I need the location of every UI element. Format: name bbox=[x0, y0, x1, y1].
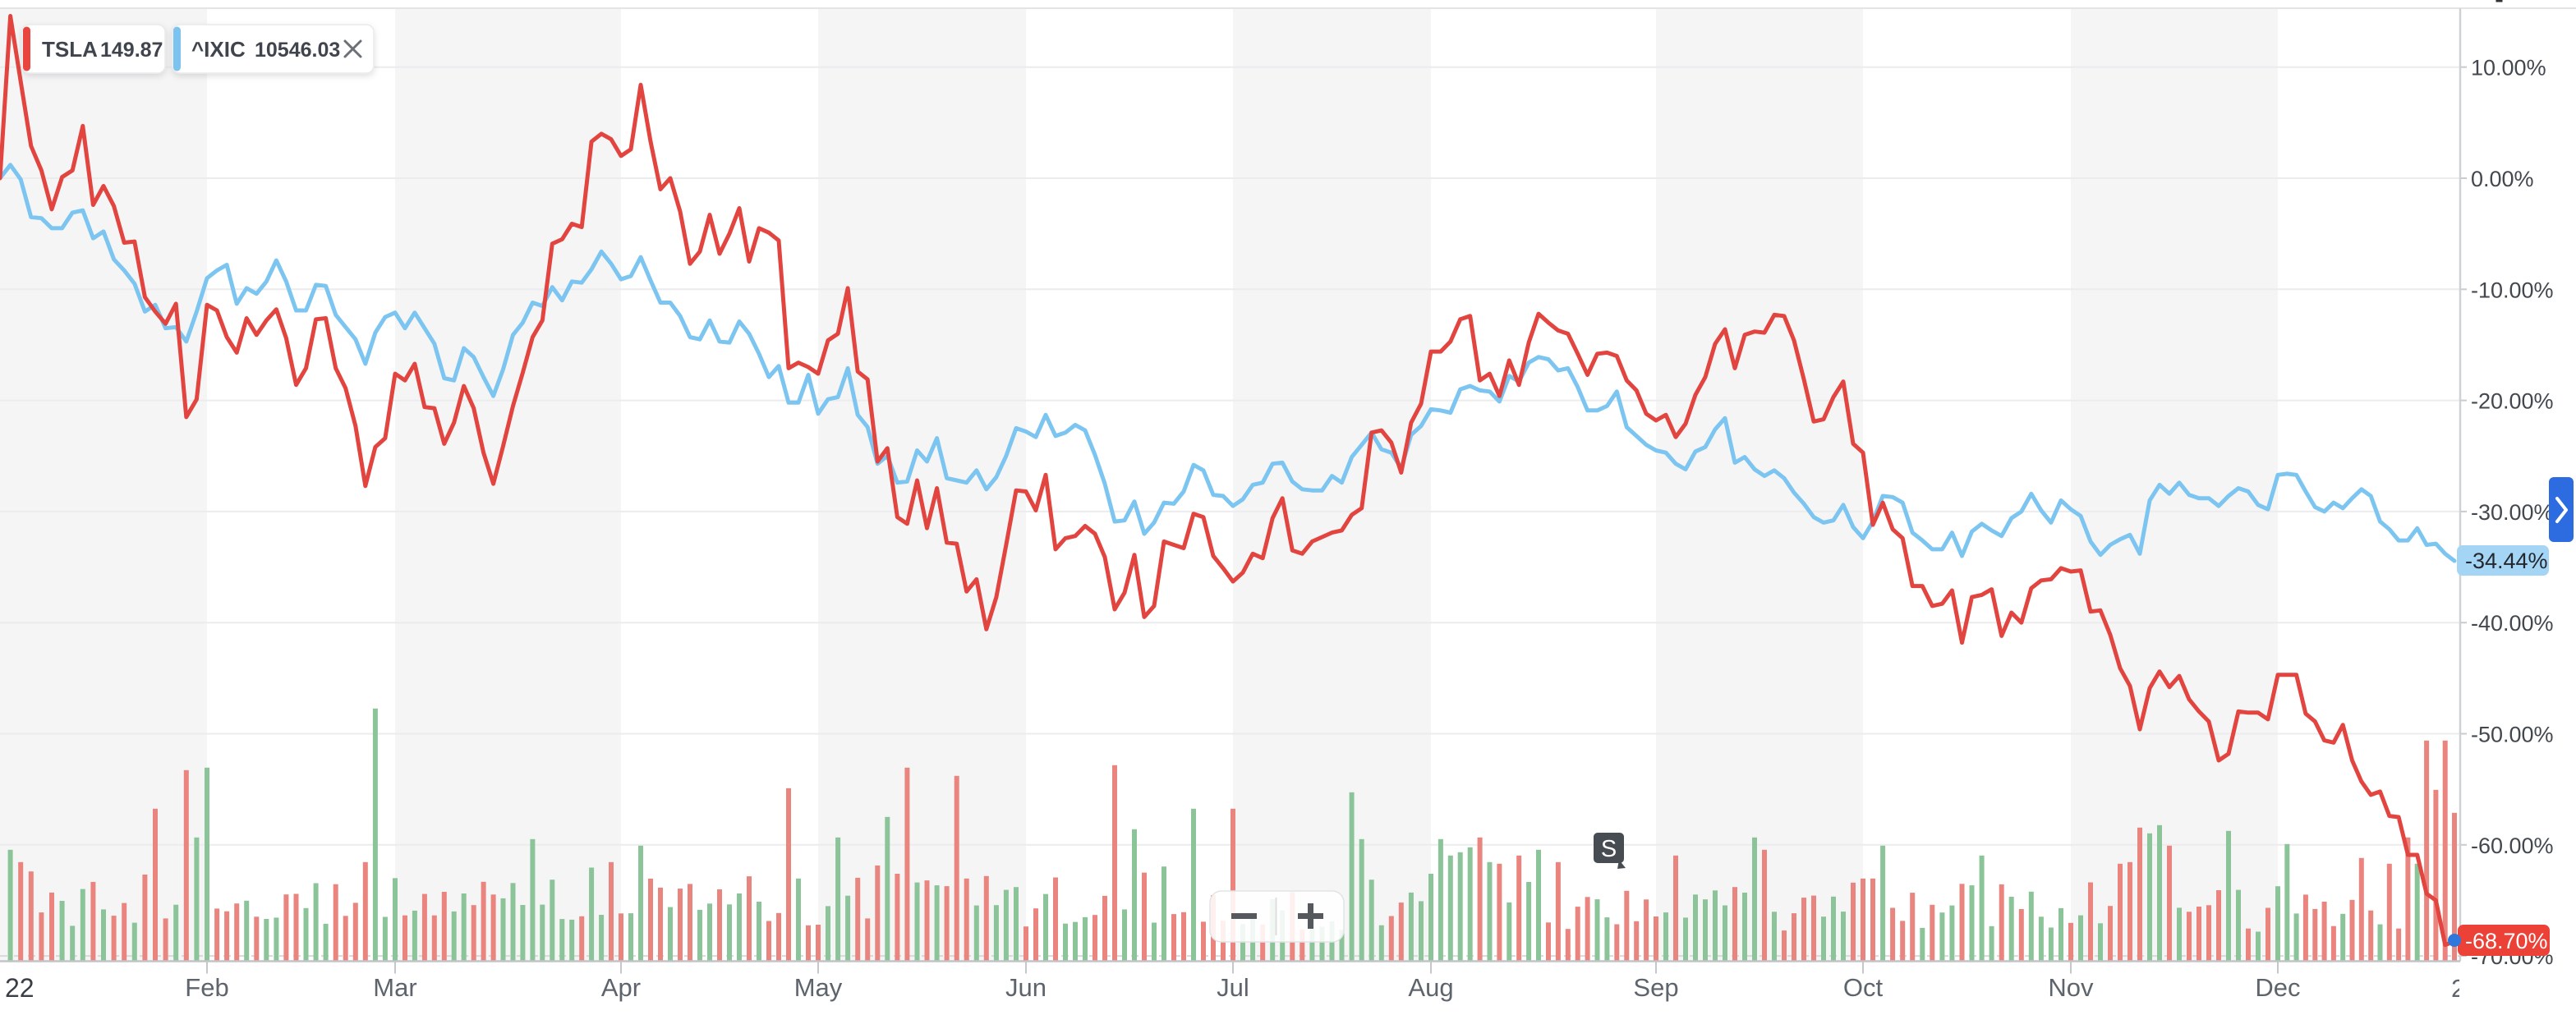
svg-text:10.00%: 10.00% bbox=[2471, 56, 2546, 80]
svg-text:Aug: Aug bbox=[1408, 973, 1453, 1002]
svg-text:Mar: Mar bbox=[373, 973, 416, 1002]
svg-text:TSLA: TSLA bbox=[42, 37, 98, 62]
svg-text:Apr: Apr bbox=[601, 973, 641, 1002]
svg-text:-68.70%: -68.70% bbox=[2465, 929, 2548, 953]
svg-text:Oct: Oct bbox=[1843, 973, 1884, 1002]
svg-text:0.00%: 0.00% bbox=[2471, 167, 2534, 191]
svg-text:10546.03: 10546.03 bbox=[255, 39, 340, 62]
svg-text:Feb: Feb bbox=[185, 973, 228, 1002]
svg-text:-34.44%: -34.44% bbox=[2465, 549, 2548, 573]
svg-text:-60.00%: -60.00% bbox=[2471, 834, 2554, 858]
svg-text:149.87: 149.87 bbox=[100, 39, 163, 62]
svg-text:-30.00%: -30.00% bbox=[2471, 500, 2554, 525]
svg-text:Jul: Jul bbox=[1217, 973, 1249, 1002]
svg-text:-20.00%: -20.00% bbox=[2471, 389, 2554, 414]
svg-text:May: May bbox=[794, 973, 843, 1002]
svg-text:Jun: Jun bbox=[1005, 973, 1046, 1002]
svg-text:-40.00%: -40.00% bbox=[2471, 611, 2554, 636]
svg-text:Nov: Nov bbox=[2048, 973, 2094, 1002]
svg-text:S: S bbox=[1601, 836, 1617, 862]
svg-text:22: 22 bbox=[5, 973, 34, 1003]
svg-text:Sep: Sep bbox=[1633, 973, 1678, 1002]
svg-text:-50.00%: -50.00% bbox=[2471, 723, 2554, 747]
svg-text:-10.00%: -10.00% bbox=[2471, 278, 2554, 302]
svg-text:Dec: Dec bbox=[2255, 973, 2300, 1002]
svg-text:^IXIC: ^IXIC bbox=[191, 37, 246, 62]
